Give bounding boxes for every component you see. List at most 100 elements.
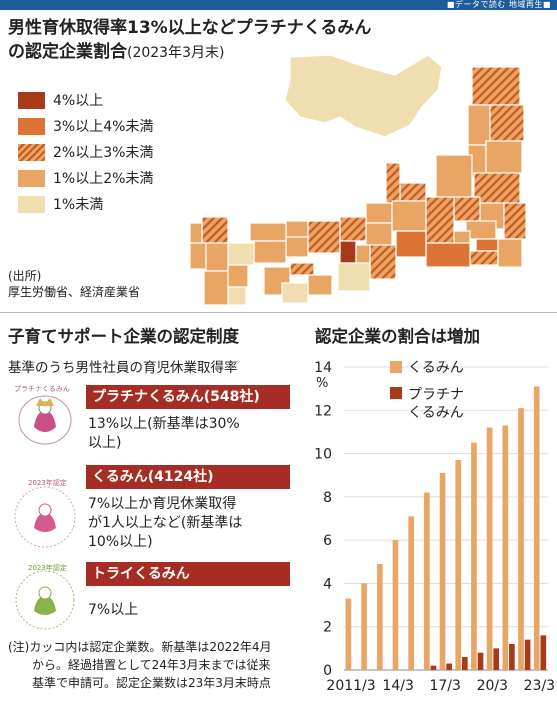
criteria-line: 以上) [88, 435, 122, 451]
criteria-line: 13%以上(新基準は30% [88, 416, 240, 432]
chart-bars [345, 386, 547, 670]
chart-title: 認定企業の割合は増加 [315, 327, 480, 346]
kurumin-criteria: 7%以上か育児休業取得 が1人以上など(新基準は 10%以上) [88, 495, 242, 552]
okayama [285, 236, 309, 258]
nagasaki [190, 242, 207, 270]
y-tick-label: 2 [323, 620, 332, 636]
hiroshima [253, 240, 287, 264]
shimane [249, 222, 287, 242]
japan-map [190, 54, 527, 305]
hokkaido-region [284, 54, 443, 138]
ibaraki [503, 202, 527, 240]
criteria-line: が1人以上など(新基準は [88, 515, 243, 531]
legend-item: 1%以上2%未満 [18, 165, 153, 191]
legend-item: 1%未満 [18, 191, 153, 217]
system-title: 子育てサポート企業の認定制度 [8, 327, 239, 346]
akita [467, 104, 491, 146]
iwate [489, 104, 525, 142]
fukushima [473, 172, 521, 204]
bar-platinum [493, 648, 500, 670]
kagawa [289, 262, 315, 276]
legend-item: 4%以上 [18, 87, 153, 113]
y-tick-label: 4 [323, 576, 332, 592]
bar-kurumin [345, 598, 352, 670]
map-title: 男性育休取得率13%以上などプラチナくるみん の認定企業割合(2023年3月末) [8, 16, 553, 65]
osaka [339, 240, 357, 264]
wakayama [337, 262, 371, 292]
map-legend: 4%以上 3%以上4%未満 2%以上3%未満 1%以上2%未満 1%未満 [18, 87, 153, 217]
source-label: (出所) [8, 269, 42, 283]
note-line: から。経過措置として24年3月末までは従来 [32, 658, 271, 672]
platinum-criteria: 13%以上(新基準は30% 以上) [88, 415, 240, 453]
y-tick-label: 0 [323, 663, 332, 679]
kochi [281, 282, 309, 304]
legend-label: 1%未満 [53, 197, 104, 213]
legend-label: 1%以上2%未満 [53, 171, 154, 187]
legend-label-platinum-1: プラチナ [408, 387, 464, 403]
bar-kurumin [392, 540, 399, 670]
y-tick-label: 6 [323, 533, 332, 549]
legend-label-platinum-2: くるみん [408, 405, 464, 421]
chiba [497, 238, 523, 268]
legend-swatch-kurumin [390, 361, 402, 373]
map-title-line2-wrap: の認定企業割合(2023年3月末) [8, 40, 553, 65]
legend-item: 2%以上3%未満 [18, 139, 153, 165]
logo-text: 2023年認定 [28, 479, 67, 487]
legend-label: 3%以上4%未満 [53, 119, 154, 135]
mie [369, 244, 397, 280]
bar-kurumin [502, 425, 509, 670]
header-bar: ■データで読む 地域再生■ [0, 0, 557, 10]
legend-label-kurumin: くるみん [408, 360, 464, 376]
aomori [471, 66, 521, 106]
bar-chart: 0 2 4 6 8 10 12 14 2011/3 14/3 17/3 20/3 23/3 % くるみ… [314, 360, 554, 694]
y-tick-label: 10 [314, 447, 332, 463]
x-tick-label: 17/3 [429, 678, 460, 694]
map-title-line2: の認定企業割合 [8, 42, 127, 62]
bar-kurumin [486, 427, 493, 670]
legend-swatch [18, 117, 45, 135]
source-text: 厚生労働省、経済産業省 [8, 285, 141, 299]
yamaguchi [225, 242, 255, 266]
gunma [453, 196, 481, 222]
tokyo [475, 238, 499, 252]
bar-kurumin [455, 460, 462, 670]
map-source: (出所) 厚生労働省、経済産業省 [8, 268, 140, 300]
bar-kurumin [376, 563, 383, 670]
legend-label: 4%以上 [53, 93, 104, 109]
nagano [425, 196, 455, 244]
bar-platinum [446, 663, 452, 670]
bar-platinum [509, 644, 515, 670]
kurumin-logo [6, 478, 84, 560]
tokushima [307, 274, 333, 296]
miyazaki [227, 286, 247, 305]
miyagi [485, 140, 523, 174]
y-tick-label: 12 [314, 403, 332, 419]
x-tick-label: 20/3 [477, 678, 508, 694]
kyoto [339, 216, 367, 242]
try-kurumin-criteria: 7%以上 [88, 601, 138, 620]
bar-kurumin [471, 442, 477, 670]
legend-item: 3%以上4%未満 [18, 113, 153, 139]
x-ticks: 2011/3 14/3 17/3 20/3 23/3 [326, 678, 554, 694]
chart-legend: くるみん プラチナ くるみん [390, 360, 464, 421]
fukuoka [201, 216, 229, 244]
kumamoto [205, 242, 229, 272]
legend-swatch-platinum [390, 387, 402, 399]
logo-text: プラチナくるみん [14, 385, 70, 393]
try-kurumin-badge: トライくるみん [86, 562, 290, 586]
toyama [399, 182, 427, 202]
system-subtitle: 基準のうち男性社員の育児休業取得率 [8, 360, 238, 376]
bar-kurumin [439, 473, 446, 670]
platinum-kurumin-badge: プラチナくるみん(548社) [86, 385, 290, 409]
fukui [365, 202, 393, 224]
criteria-line: 10%以上) [88, 534, 153, 550]
criteria-line: 7%以上か育児休業取得 [88, 496, 237, 512]
bar-kurumin [533, 386, 540, 670]
gifu [391, 200, 427, 232]
aichi [395, 230, 427, 258]
x-tick-label: 2011/3 [326, 678, 375, 694]
x-tick-label: 23/3 [524, 678, 554, 694]
bar-platinum [540, 635, 547, 670]
bar-kurumin [408, 516, 414, 670]
platinum-kurumin-logo [6, 382, 84, 458]
